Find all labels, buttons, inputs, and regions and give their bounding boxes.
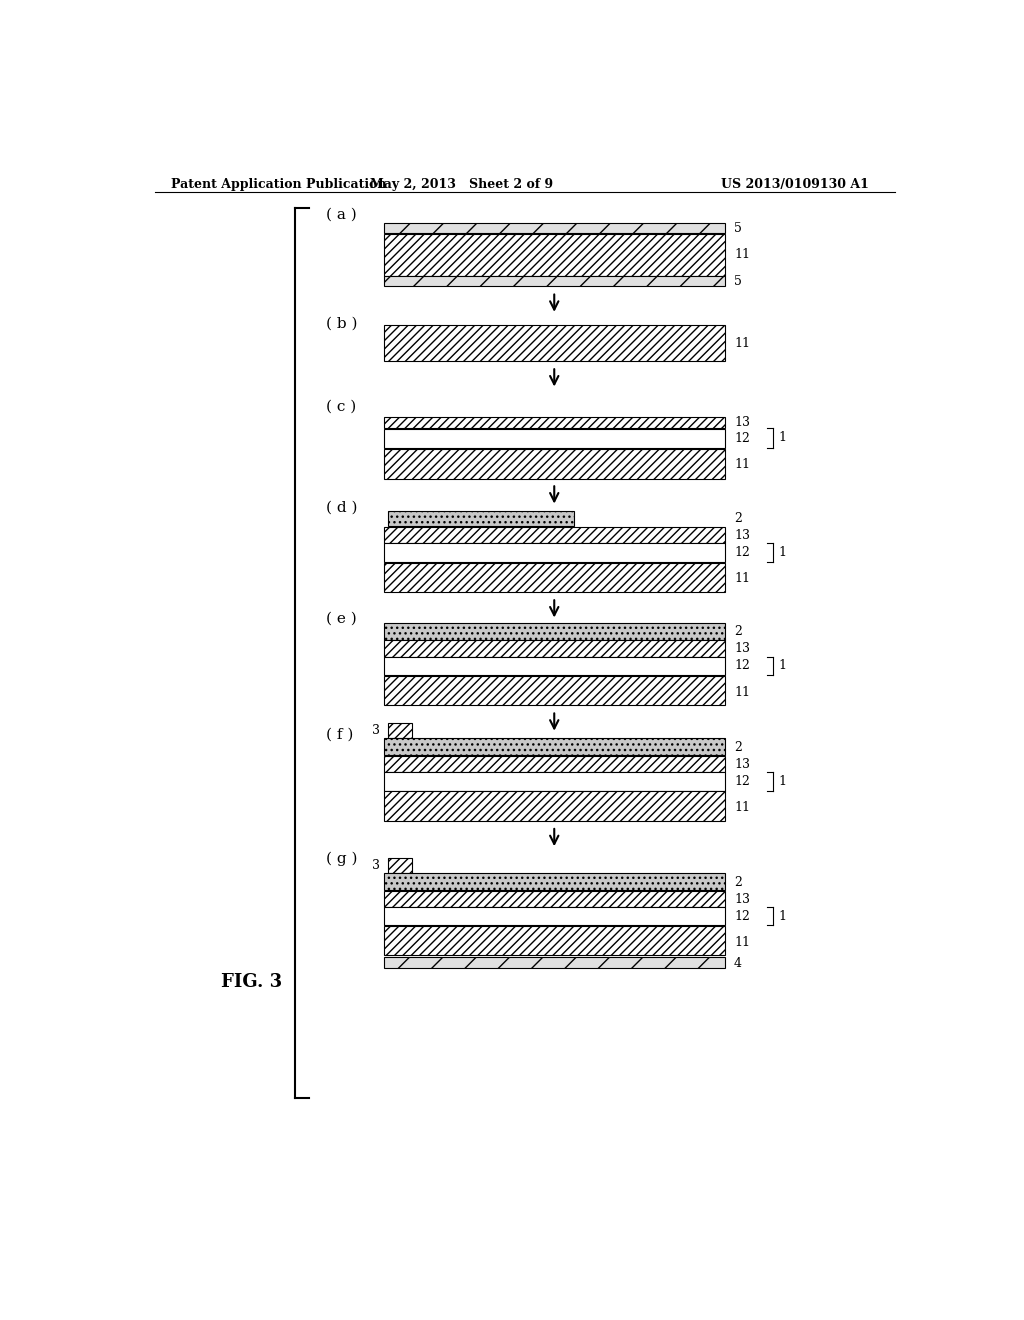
Text: US 2013/0109130 A1: US 2013/0109130 A1 [721, 178, 868, 190]
Bar [384, 957, 725, 969]
Bar [384, 891, 725, 907]
Bar [384, 234, 725, 276]
Text: ( b ): ( b ) [326, 317, 357, 331]
Text: 4: 4 [734, 957, 742, 970]
Text: 3: 3 [372, 859, 380, 871]
Text: ( d ): ( d ) [326, 500, 357, 515]
Text: ( c ): ( c ) [326, 400, 356, 413]
Text: 2: 2 [734, 875, 742, 888]
Text: 2: 2 [734, 626, 742, 639]
Bar [384, 640, 725, 656]
Text: 2: 2 [734, 512, 742, 525]
Text: 2: 2 [734, 741, 742, 754]
Bar [384, 276, 725, 286]
Text: 13: 13 [734, 643, 750, 656]
Text: 12: 12 [734, 546, 750, 560]
Bar [384, 623, 725, 640]
Bar [384, 772, 725, 791]
Bar [384, 417, 725, 428]
Bar [384, 544, 725, 562]
Text: 12: 12 [734, 432, 750, 445]
Bar [384, 738, 725, 755]
Bar [384, 223, 725, 234]
Text: ( f ): ( f ) [326, 727, 353, 742]
Text: 12: 12 [734, 909, 750, 923]
Text: 13: 13 [734, 416, 750, 429]
Text: ( a ): ( a ) [326, 207, 356, 222]
Text: 11: 11 [734, 573, 750, 585]
Text: 1: 1 [778, 432, 786, 445]
Bar [384, 656, 725, 675]
Text: 11: 11 [734, 685, 750, 698]
Text: 12: 12 [734, 659, 750, 672]
Text: 11: 11 [734, 337, 750, 350]
Text: 13: 13 [734, 529, 750, 543]
Text: ( e ): ( e ) [326, 612, 356, 626]
Text: 5: 5 [734, 275, 742, 288]
Bar [384, 927, 725, 956]
Text: FIG. 3: FIG. 3 [221, 973, 283, 991]
Bar [388, 858, 413, 873]
Text: 5: 5 [734, 222, 742, 235]
Bar [384, 562, 725, 591]
Text: 3: 3 [372, 723, 380, 737]
Text: 12: 12 [734, 775, 750, 788]
Bar [384, 907, 725, 925]
Bar [384, 326, 725, 360]
Bar [384, 450, 725, 479]
Text: 13: 13 [734, 758, 750, 771]
Bar [384, 756, 725, 772]
Text: 13: 13 [734, 892, 750, 906]
Bar [384, 676, 725, 705]
Text: 1: 1 [778, 546, 786, 560]
Bar [384, 429, 725, 447]
Text: 11: 11 [734, 248, 750, 261]
Text: 11: 11 [734, 936, 750, 949]
Text: 11: 11 [734, 458, 750, 471]
Text: 11: 11 [734, 801, 750, 814]
Text: Patent Application Publication: Patent Application Publication [171, 178, 386, 190]
Bar [384, 873, 725, 890]
Text: 1: 1 [778, 909, 786, 923]
Bar [388, 511, 573, 527]
Text: 1: 1 [778, 775, 786, 788]
Bar [388, 723, 413, 738]
Bar [384, 792, 725, 821]
Text: May 2, 2013   Sheet 2 of 9: May 2, 2013 Sheet 2 of 9 [370, 178, 553, 190]
Text: 1: 1 [778, 659, 786, 672]
Bar [384, 527, 725, 544]
Text: ( g ): ( g ) [326, 851, 357, 866]
